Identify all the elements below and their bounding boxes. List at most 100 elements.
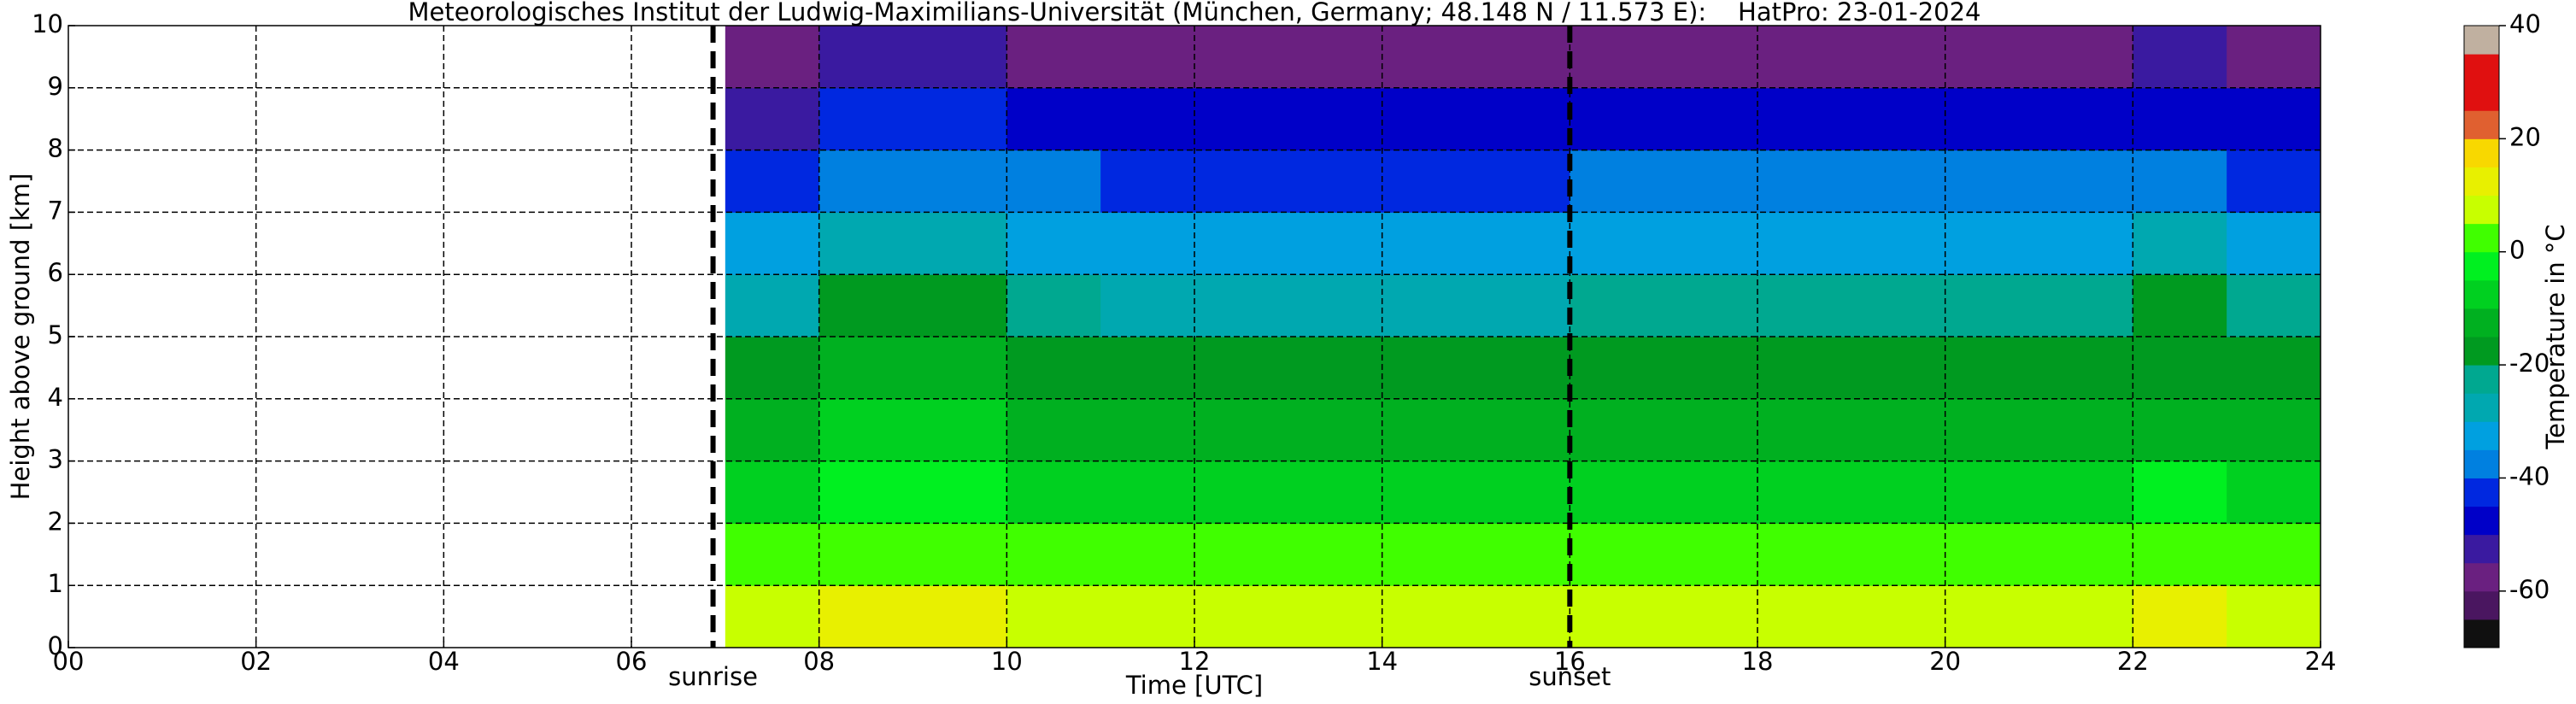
heat-cell (819, 26, 913, 89)
heat-cell (1194, 585, 1289, 648)
y-tick-label: 8 (48, 134, 63, 163)
heat-cell (1664, 585, 1758, 648)
heat-cell (2227, 585, 2321, 648)
heat-cell (1851, 212, 1946, 275)
heat-cell (1851, 461, 1946, 524)
heat-cell (2039, 461, 2133, 524)
heat-cell (725, 26, 820, 89)
heat-cell (1382, 274, 1476, 337)
heat-cell (1757, 87, 1852, 151)
heat-cell (725, 212, 820, 275)
heat-cell (1194, 150, 1289, 213)
heat-cell (1288, 150, 1383, 213)
heat-cell (1570, 585, 1664, 648)
heat-cell (725, 523, 820, 586)
heat-cell (725, 337, 820, 400)
heat-cell (2133, 212, 2227, 275)
x-tick-label: 04 (428, 647, 460, 676)
colorbar-segment (2464, 195, 2499, 225)
heat-cell (1476, 461, 1570, 524)
heat-cell (1476, 26, 1570, 89)
heat-cell (1570, 87, 1664, 151)
heat-cell (1100, 523, 1195, 586)
heat-cell (1288, 337, 1383, 400)
x-tick-label: 16 (1554, 647, 1586, 676)
heat-cell (2039, 523, 2133, 586)
heat-cell (1382, 150, 1476, 213)
heat-cell (1100, 274, 1195, 337)
heat-cell (912, 26, 1007, 89)
y-tick-label: 9 (48, 72, 63, 101)
x-tick-label: 00 (53, 647, 85, 676)
x-tick-label: 18 (1742, 647, 1774, 676)
colorbar-segment (2464, 506, 2499, 536)
y-tick-label: 10 (32, 9, 63, 38)
x-tick-label: 12 (1179, 647, 1211, 676)
x-tick-label: 14 (1366, 647, 1398, 676)
heat-cell (912, 337, 1007, 400)
heat-cell (819, 274, 913, 337)
heat-cell (1664, 274, 1758, 337)
heat-cell (2039, 87, 2133, 151)
heat-cell (1945, 150, 2039, 213)
heat-cell (912, 585, 1007, 648)
heat-cell (1382, 523, 1476, 586)
heat-cell (725, 150, 820, 213)
heat-cell (1382, 26, 1476, 89)
heat-cell (1288, 26, 1383, 89)
heat-cell (1382, 461, 1476, 524)
y-tick-label: 5 (48, 320, 63, 349)
heat-cell (1100, 26, 1195, 89)
heat-cell (819, 398, 913, 462)
y-tick-label: 0 (48, 631, 63, 660)
colorbar-tick-label: -60 (2509, 575, 2550, 604)
heat-cell (2133, 398, 2227, 462)
heat-cell (912, 398, 1007, 462)
heat-cell (912, 212, 1007, 275)
x-tick-label: 06 (616, 647, 648, 676)
heat-cell (1288, 523, 1383, 586)
heat-cell (1851, 523, 1946, 586)
heat-cell (1851, 87, 1946, 151)
heat-cell (1100, 585, 1195, 648)
heat-cell (1382, 87, 1476, 151)
colorbar-label: Temperature in °C (2541, 224, 2570, 449)
colorbar-segment (2464, 82, 2499, 111)
heat-cell (1664, 26, 1758, 89)
heat-cell (1757, 150, 1852, 213)
colorbar-segment (2464, 223, 2499, 253)
colorbar-segment (2464, 393, 2499, 422)
heat-cell (1851, 337, 1946, 400)
heat-cell (1382, 337, 1476, 400)
heat-cell (2039, 274, 2133, 337)
heat-cell (1851, 26, 1946, 89)
heat-cell (1757, 212, 1852, 275)
heat-cell (1194, 87, 1289, 151)
heat-cell (1006, 585, 1101, 648)
heat-cell (1851, 150, 1946, 213)
heat-cell (1006, 461, 1101, 524)
colorbar-segment (2464, 478, 2499, 507)
heat-cell (2227, 87, 2321, 151)
heat-cell (2133, 150, 2227, 213)
y-tick-label: 6 (48, 258, 63, 287)
heat-cell (1664, 398, 1758, 462)
heat-cell (912, 461, 1007, 524)
colorbar-segment (2464, 308, 2499, 337)
heat-cell (1476, 585, 1570, 648)
heat-cell (1757, 26, 1852, 89)
heat-cell (2133, 523, 2227, 586)
heat-cell (1476, 212, 1570, 275)
heat-cell (725, 461, 820, 524)
colorbar-segment (2464, 110, 2499, 139)
heat-cell (2039, 150, 2133, 213)
heat-cell (1757, 523, 1852, 586)
heat-cell (1006, 398, 1101, 462)
heat-cell (819, 150, 913, 213)
x-tick-label: 22 (2117, 647, 2149, 676)
x-tick-label: 10 (991, 647, 1023, 676)
heat-cell (1288, 87, 1383, 151)
x-tick-label: 20 (1929, 647, 1961, 676)
heat-cell (1570, 523, 1664, 586)
